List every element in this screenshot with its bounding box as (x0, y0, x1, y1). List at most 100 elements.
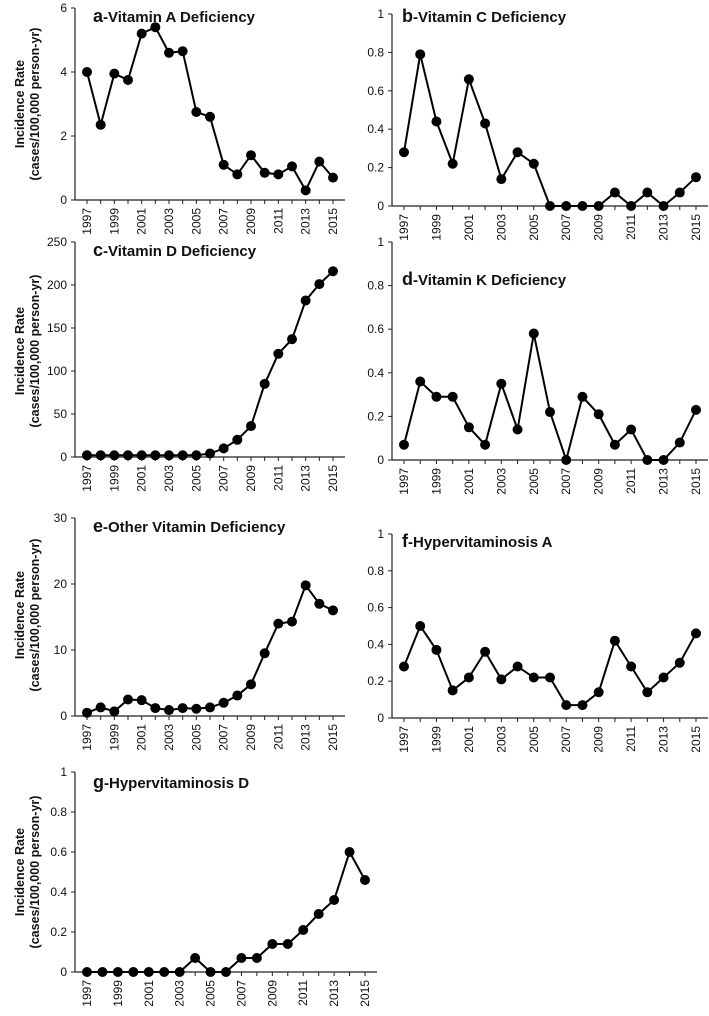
data-point (232, 434, 243, 445)
data-point (512, 424, 523, 435)
y-tick-label: 0 (377, 453, 384, 467)
data-point (190, 953, 201, 963)
x-tick-label: 2011 (624, 726, 638, 752)
x-tick-label: 2003 (173, 980, 187, 1007)
data-point (399, 661, 409, 672)
panel-letter: f (402, 531, 409, 551)
panel-title-text: -Vitamin D Deficiency (103, 243, 257, 260)
y-tick-label: 1 (60, 765, 67, 779)
data-point (577, 201, 588, 211)
data-point (112, 967, 123, 977)
data-point (626, 424, 637, 435)
x-tick-label: 2015 (326, 465, 340, 492)
x-tick-label: 2009 (265, 980, 279, 1007)
x-tick-label: 2015 (689, 468, 703, 495)
chart-panel-c: 0 50 100 150 200 250 1997 1999 2001 2003 2005 2007 2… (13, 235, 345, 492)
data-point (300, 185, 311, 196)
x-tick-label: 2005 (527, 726, 541, 753)
y-tick-label: 0 (60, 450, 67, 464)
data-point (136, 28, 147, 39)
data-point (545, 672, 555, 683)
data-point (561, 201, 572, 211)
x-tick-label: 2005 (189, 724, 203, 751)
data-point (399, 439, 409, 450)
data-point (431, 644, 442, 655)
data-point (496, 378, 507, 389)
chart-panel-f: 0 0.2 0.4 0.6 0.8 1 1997 1999 2001 2003 2005 2007 20… (367, 527, 708, 753)
panel-letter: e (93, 516, 103, 536)
data-point (82, 707, 92, 718)
x-tick-label: 2013 (657, 726, 671, 753)
x-tick-label: 2013 (299, 208, 313, 235)
data-point (609, 635, 620, 646)
data-point (205, 111, 215, 122)
data-point (463, 74, 474, 85)
x-tick-label: 1997 (397, 726, 411, 753)
data-point (447, 685, 458, 696)
y-tick-label: 0.4 (367, 637, 384, 651)
data-point (95, 702, 106, 713)
x-tick-label: 2011 (271, 208, 285, 234)
data-point (174, 967, 185, 977)
data-point (463, 422, 474, 433)
x-tick-label: 2007 (559, 468, 573, 495)
y-tick-label: 30 (54, 511, 68, 525)
x-tick-label: 2007 (234, 980, 248, 1007)
x-tick-label: 2011 (624, 214, 638, 240)
x-tick-label: 2013 (299, 465, 313, 492)
y-tick-label: 0.8 (50, 805, 67, 819)
y-axis-label-units: (cases/100,000 person-yr) (28, 796, 42, 949)
panel-title-text: -Vitamin C Deficiency (413, 9, 567, 26)
x-tick-label: 2003 (162, 208, 176, 235)
data-point (128, 967, 139, 977)
data-point (431, 391, 442, 402)
data-point (561, 700, 572, 711)
data-point (528, 328, 539, 339)
y-axis-label: Incidence Rate (13, 828, 27, 916)
y-tick-label: 200 (47, 278, 67, 292)
data-point (329, 895, 340, 905)
x-tick-label: 2007 (559, 214, 573, 241)
chart-panel-d: 0 0.2 0.4 0.6 0.8 1 1997 1999 2001 2003 2005 2007 20… (367, 235, 708, 495)
series-line-g (87, 849, 366, 973)
data-point (246, 421, 256, 432)
data-point (328, 266, 338, 277)
x-tick-label: 2015 (326, 208, 340, 235)
y-tick-label: 4 (60, 65, 67, 79)
x-tick-label: 2009 (592, 726, 606, 753)
data-point (82, 967, 92, 977)
y-tick-label: 20 (54, 577, 68, 591)
data-point (123, 694, 133, 705)
y-tick-label: 0 (377, 199, 384, 213)
panel-letter: b (402, 6, 413, 26)
panel-letter: c (93, 240, 103, 260)
x-tick-label: 2005 (527, 214, 541, 241)
data-point (300, 580, 311, 591)
data-point (123, 450, 133, 461)
x-tick-label: 2011 (271, 724, 285, 750)
data-point (328, 605, 338, 616)
panel-title-text: -Hypervitaminosis D (104, 775, 249, 792)
panel-title-d: d-Vitamin K Deficiency (402, 269, 567, 289)
data-point (528, 672, 539, 683)
y-tick-label: 0.4 (367, 122, 384, 136)
data-point (246, 679, 256, 690)
data-point (143, 967, 154, 977)
series-line-c (87, 270, 334, 457)
x-tick-label: 2005 (204, 980, 218, 1007)
data-point (496, 674, 507, 685)
data-point (218, 443, 229, 454)
data-point (95, 119, 106, 130)
data-point (273, 169, 284, 180)
data-point (300, 295, 311, 306)
y-tick-label: 0.8 (367, 279, 384, 293)
data-point (136, 695, 147, 706)
data-point (251, 953, 262, 963)
chart-panel-b: 0 0.2 0.4 0.6 0.8 1 1997 1999 2001 2003 2005 2007 20… (367, 6, 708, 241)
data-point (314, 279, 325, 290)
panel-title-text: -Vitamin K Deficiency (413, 272, 567, 289)
x-tick-label: 2011 (271, 465, 285, 491)
data-point (626, 661, 637, 672)
x-tick-label: 2007 (217, 724, 231, 751)
data-point (177, 46, 188, 57)
